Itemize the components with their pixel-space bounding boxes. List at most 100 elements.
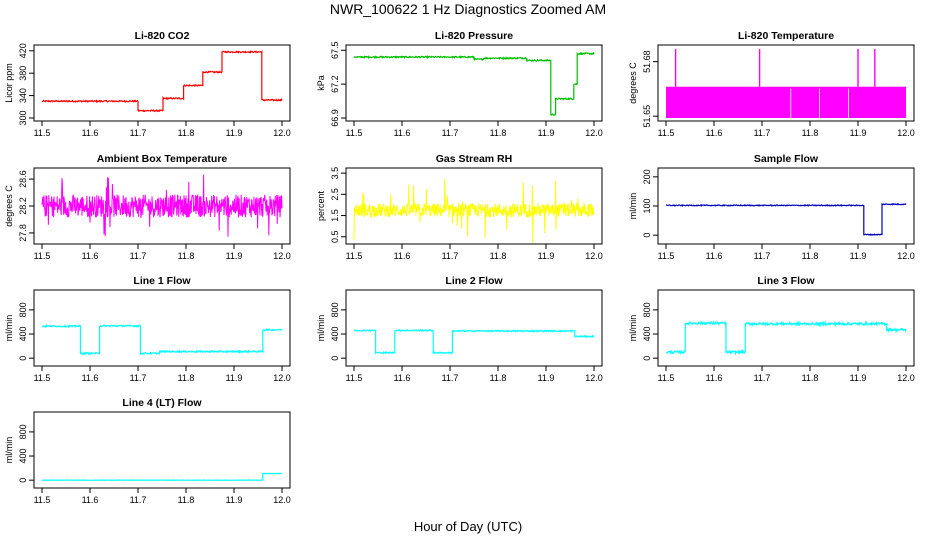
x-tick-label: 12.0 (897, 128, 915, 138)
x-tick-label: 11.7 (754, 128, 771, 138)
x-tick-label: 11.9 (226, 128, 243, 138)
y-tick-label: 28.2 (18, 197, 28, 215)
x-tick-label: 11.9 (226, 251, 243, 261)
y-tick-label: 2.5 (330, 188, 340, 201)
y-tick-label: 100 (642, 198, 652, 213)
y-tick-label: 800 (642, 302, 652, 317)
x-tick-label: 11.6 (706, 373, 723, 383)
panel-line-1-flow: Line 1 Flow 11.5 11.6 11.7 11.8 11.9 12.0 0 400 8… (4, 275, 291, 383)
x-tick-label: 11.7 (754, 251, 771, 261)
x-tick-label: 11.5 (34, 128, 51, 138)
panel-title: Ambient Box Temperature (97, 153, 228, 165)
x-tick-label: 12.0 (273, 495, 291, 505)
panel-li-820-pressure: Li-820 Pressure 11.5 11.6 11.7 11.8 11.9 12.0 6… (316, 30, 603, 138)
y-tick-label: 67.2 (330, 75, 340, 93)
y-axis-label: ml/min (628, 315, 638, 342)
series-line (353, 51, 595, 116)
plot-frame (657, 289, 915, 367)
panel-grid: Li-820 CO2 11.5 11.6 11.7 11.8 11.9 12.0 300 340… (4, 30, 915, 505)
x-tick-label: 11.6 (82, 495, 99, 505)
x-tick-label: 11.6 (82, 373, 99, 383)
x-tick-label: 11.6 (394, 373, 411, 383)
x-tick-label: 11.5 (346, 373, 363, 383)
x-tick-label: 11.9 (538, 251, 555, 261)
series-line (41, 324, 283, 356)
y-tick-label: 420 (18, 43, 28, 58)
series-line (41, 49, 283, 113)
x-tick-label: 11.6 (706, 251, 723, 261)
series-line-1-flow (41, 324, 283, 356)
x-tick-label: 11.6 (394, 128, 411, 138)
plot-frame (657, 44, 915, 122)
x-tick-label: 11.5 (658, 373, 675, 383)
panel-title: Li-820 Temperature (738, 30, 834, 42)
x-tick-label: 11.5 (658, 251, 675, 261)
panel-line-3-flow: Line 3 Flow 11.5 11.6 11.7 11.8 11.9 12.0 0 400 8… (628, 275, 915, 383)
x-tick-label: 11.9 (226, 373, 243, 383)
panel-title: Li-820 Pressure (435, 30, 513, 42)
y-tick-label: 380 (18, 66, 28, 81)
y-tick-label: 0.5 (330, 230, 340, 243)
x-tick-label: 11.7 (130, 495, 147, 505)
x-tick-label: 11.5 (34, 251, 51, 261)
panel-ambient-box-temperature: Ambient Box Temperature 11.5 11.6 11.7 11.8 1… (4, 153, 291, 261)
series-line-2-flow (353, 328, 595, 355)
x-tick-label: 11.5 (346, 251, 363, 261)
x-tick-label: 12.0 (897, 251, 915, 261)
panel-line-2-flow: Line 2 Flow 11.5 11.6 11.7 11.8 11.9 12.0 0 400 8… (316, 275, 603, 383)
y-tick-label: 0 (642, 233, 652, 238)
plot-frame (33, 44, 291, 122)
x-tick-label: 11.5 (34, 495, 51, 505)
x-tick-label: 11.6 (394, 251, 411, 261)
x-tick-label: 11.8 (802, 128, 819, 138)
y-tick-label: 0 (18, 356, 28, 361)
y-tick-label: 800 (330, 302, 340, 317)
y-tick-label: 1.5 (330, 209, 340, 222)
series-line (353, 328, 595, 355)
x-tick-label: 11.8 (490, 373, 507, 383)
series-line-3-flow (665, 319, 907, 356)
series-sample-flow (666, 202, 907, 236)
plot-frame (33, 289, 291, 367)
y-tick-label: 0 (642, 356, 652, 361)
x-tick-label: 11.9 (226, 495, 243, 505)
series-line-4-lt-flow (41, 472, 282, 482)
y-axis-label: kPa (316, 75, 326, 91)
x-tick-label: 11.7 (442, 128, 459, 138)
y-tick-label: 3.5 (330, 167, 340, 180)
panel-title: Sample Flow (754, 153, 819, 165)
y-tick-label: 300 (18, 110, 28, 125)
x-tick-label: 12.0 (585, 251, 603, 261)
x-tick-label: 11.8 (178, 373, 195, 383)
x-tick-label: 11.8 (490, 128, 507, 138)
x-tick-label: 12.0 (585, 128, 603, 138)
series-gas-stream-rh (353, 179, 595, 244)
y-tick-label: 400 (330, 327, 340, 342)
y-axis-label: ml/min (4, 437, 14, 464)
y-tick-label: 67.5 (330, 41, 340, 59)
x-tick-label: 11.8 (802, 251, 819, 261)
panel-title: Line 1 Flow (133, 275, 191, 287)
series-line (41, 174, 283, 237)
x-tick-label: 11.9 (850, 373, 867, 383)
y-axis-label: ml/min (4, 315, 14, 342)
x-tick-label: 11.7 (442, 373, 459, 383)
panel-sample-flow: Sample Flow 11.5 11.6 11.7 11.8 11.9 12.0 0 100 2… (628, 153, 915, 261)
series-band (666, 86, 906, 118)
x-tick-label: 11.5 (346, 128, 363, 138)
y-axis-label: percent (316, 190, 326, 221)
x-tick-label: 11.7 (754, 373, 771, 383)
x-tick-label: 11.9 (538, 373, 555, 383)
x-tick-label: 11.9 (850, 251, 867, 261)
x-tick-label: 11.8 (490, 251, 507, 261)
x-tick-label: 11.7 (130, 251, 147, 261)
y-tick-label: 0 (18, 478, 28, 483)
x-tick-label: 11.7 (130, 373, 147, 383)
series-line (665, 319, 907, 356)
x-tick-label: 11.9 (538, 128, 555, 138)
plot-frame (33, 411, 291, 489)
panel-title: Line 3 Flow (757, 275, 815, 287)
series-ambient-box-temperature (41, 174, 283, 237)
